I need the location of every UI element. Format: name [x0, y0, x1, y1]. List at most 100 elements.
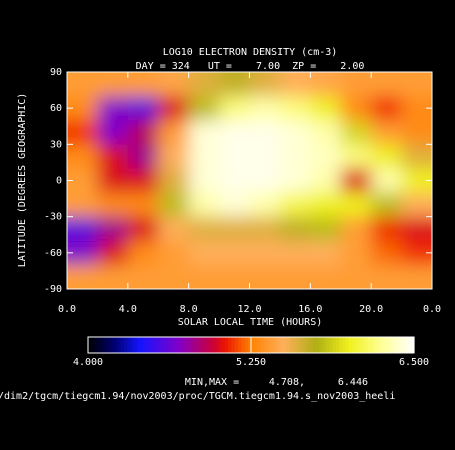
colorbar-swatch: [384, 337, 389, 353]
heatmap-cell: [401, 120, 432, 145]
colorbar-swatch: [404, 337, 409, 353]
colorbar-swatch: [306, 337, 311, 353]
heatmap-cell: [158, 216, 190, 242]
colorbar-swatch: [127, 337, 131, 353]
heatmap-cell: [219, 96, 250, 121]
colorbar-swatch: [342, 337, 347, 353]
heatmap-cell: [401, 72, 432, 97]
heatmap-cell: [158, 264, 190, 289]
heatmap-cell: [127, 72, 159, 97]
y-tick-label: 30: [50, 139, 62, 150]
heatmap-cell: [188, 96, 220, 121]
colorbar-swatch: [407, 337, 412, 353]
heatmap-cell: [279, 192, 311, 218]
heatmap-cell: [249, 144, 281, 169]
heatmap-cell: [219, 168, 250, 194]
heatmap-cell: [67, 120, 98, 145]
heatmap-cell: [127, 192, 159, 218]
colorbar-swatch: [286, 337, 291, 353]
colorbar-swatch: [107, 337, 112, 353]
heatmap-cell: [371, 120, 403, 145]
heatmap-cell: [371, 72, 403, 97]
colorbar-swatch: [329, 337, 334, 353]
heatmap-cell: [249, 264, 281, 289]
heatmap-cell: [310, 144, 342, 169]
heatmap-cell: [219, 192, 250, 218]
colorbar-swatch: [221, 337, 226, 353]
heatmap-cell: [279, 264, 311, 289]
colorbar-swatch: [176, 337, 180, 353]
heatmap-cell: [188, 216, 220, 242]
colorbar-swatch: [172, 337, 177, 353]
y-tick-label: 60: [50, 103, 62, 114]
heatmap-cell: [279, 216, 311, 242]
heatmap-cell: [127, 264, 159, 289]
colorbar-swatch: [237, 337, 242, 353]
colorbar-swatch: [133, 337, 138, 353]
colorbar-swatch: [166, 337, 171, 353]
heatmap-cell: [340, 216, 372, 242]
colorbar-swatch: [267, 337, 272, 353]
chart-title: LOG10 ELECTRON DENSITY (cm-3): [163, 47, 338, 58]
colorbar-swatch: [228, 337, 233, 353]
colorbar-swatch: [277, 337, 281, 353]
heatmap-cell: [340, 120, 372, 145]
x-axis-label: SOLAR LOCAL TIME (HOURS): [178, 317, 323, 328]
colorbar-swatch: [234, 337, 239, 353]
heatmap-cell: [249, 240, 281, 266]
colorbar-tick-label: 4.000: [73, 357, 103, 368]
colorbar-swatch: [169, 337, 174, 353]
colorbar-swatch: [159, 337, 164, 353]
heatmap-cell: [371, 240, 403, 266]
colorbar-swatch: [231, 337, 236, 353]
colorbar-swatch: [97, 337, 102, 353]
colorbar-swatch: [254, 337, 259, 353]
heatmap-cell: [340, 168, 372, 194]
heatmap-cell: [310, 264, 342, 289]
colorbar-swatch: [149, 337, 154, 353]
heatmap-cell: [67, 192, 98, 218]
colorbar: [88, 337, 415, 353]
colorbar-swatch: [325, 337, 330, 353]
colorbar-swatch: [273, 337, 278, 353]
heatmap-cell: [279, 96, 311, 121]
heatmap-cell: [279, 72, 311, 97]
heatmap-cell: [219, 72, 250, 97]
heatmap-cell: [188, 144, 220, 169]
colorbar-swatch: [293, 337, 298, 353]
heatmap-cell: [371, 144, 403, 169]
heatmap-cell: [279, 240, 311, 266]
colorbar-swatch: [241, 337, 246, 353]
heatmap-cell: [249, 192, 281, 218]
heatmap-cell: [401, 144, 432, 169]
heatmap-cell: [219, 240, 250, 266]
heatmap-cell: [188, 72, 220, 97]
colorbar-swatch: [365, 337, 369, 353]
colorbar-swatch: [156, 337, 161, 353]
colorbar-swatch: [316, 337, 321, 353]
colorbar-swatch: [394, 337, 399, 353]
x-tick-label: 12.0: [237, 304, 261, 315]
heatmap-cell: [340, 240, 372, 266]
heatmap-cell: [67, 144, 98, 169]
colorbar-swatch: [117, 337, 122, 353]
colorbar-swatch: [309, 337, 314, 353]
y-tick-label: -30: [44, 212, 62, 223]
heatmap-cell: [310, 168, 342, 194]
heatmap-cell: [158, 240, 190, 266]
colorbar-swatch: [94, 337, 99, 353]
x-tick-label: 0.0: [58, 304, 76, 315]
colorbar-swatch: [296, 337, 301, 353]
colorbar-swatch: [215, 337, 219, 353]
colorbar-swatch: [299, 337, 304, 353]
colorbar-swatch: [387, 337, 392, 353]
colorbar-swatch: [368, 337, 373, 353]
colorbar-swatch: [146, 337, 151, 353]
heatmap-cell: [158, 96, 190, 121]
colorbar-swatch: [270, 337, 275, 353]
colorbar-swatch: [335, 337, 340, 353]
colorbar-swatch: [120, 337, 125, 353]
heatmap-cell: [127, 96, 159, 121]
heatmap-cell: [401, 264, 432, 289]
heatmap-cell: [249, 96, 281, 121]
